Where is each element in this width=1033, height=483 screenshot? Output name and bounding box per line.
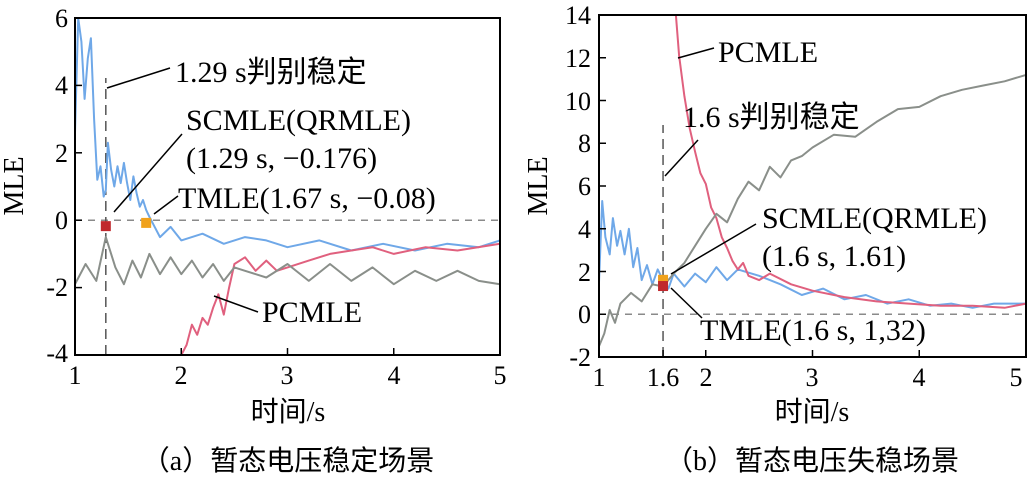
b-marker-scmle xyxy=(658,274,669,285)
a-tmle-line xyxy=(74,236,501,286)
b-xtick-label: 2 xyxy=(700,363,713,392)
a-caption: （a）暂态电压稳定场景 xyxy=(142,445,434,477)
b-caption: （b）暂态电压失稳场景 xyxy=(665,445,959,477)
a-annotation-leader xyxy=(153,195,179,215)
b-annotation-leader xyxy=(677,47,715,59)
panel-b-series xyxy=(598,14,1027,357)
b-ytick-label: 2 xyxy=(578,258,591,287)
b-ytick-label: 14 xyxy=(565,1,591,30)
a-ytick-label: 6 xyxy=(55,4,68,33)
b-annotation-leader xyxy=(670,223,757,275)
b-annotation-pcmle: PCMLE xyxy=(718,36,818,69)
a-annotation-leader xyxy=(113,133,183,213)
panel-b-ticks xyxy=(598,14,1027,358)
a-xtick-label: 4 xyxy=(388,361,401,390)
b-ytick-label: 10 xyxy=(565,87,591,116)
b-xtick-label: 1 xyxy=(593,363,606,392)
b-scmle-line xyxy=(598,200,1026,309)
a-annotation-pcmle: PCMLE xyxy=(262,296,362,329)
a-xtick-label: 1 xyxy=(69,361,82,390)
a-y-axis-label: MLE xyxy=(0,156,30,215)
a-annotation-leader xyxy=(106,67,171,89)
a-ytick-label: 0 xyxy=(55,206,68,235)
a-ytick-label: 4 xyxy=(55,71,68,100)
b-tmle-line xyxy=(598,73,1027,347)
a-scmle-line xyxy=(74,17,501,252)
a-annotation-tmle: TMLE(1.67 s, −0.08) xyxy=(178,182,436,215)
b-ytick-label: 12 xyxy=(565,44,591,73)
panel-b: 14 12 10 8 6 4 2 0 -2 1 1.6 2 3 4 5 时间/s… xyxy=(523,1,1027,477)
b-annotation-leader xyxy=(670,287,703,319)
b-ytick-label: 4 xyxy=(578,215,591,244)
b-ytick-label: 8 xyxy=(578,129,591,158)
b-marker-tmle xyxy=(658,281,669,292)
a-ytick-label: -2 xyxy=(46,273,68,302)
b-annotation-tmle: TMLE(1.6 s, 1,32) xyxy=(700,314,926,347)
panel-a: 6 4 2 0 -2 -4 1 2 3 4 5 时间/s MLE （a）暂态电压… xyxy=(0,4,507,477)
b-xtick-label: 4 xyxy=(913,363,926,392)
a-x-axis-label: 时间/s xyxy=(251,396,326,428)
b-xtick-label: 1.6 xyxy=(647,363,680,392)
b-ytick-label: 6 xyxy=(578,172,591,201)
a-ytick-label: 2 xyxy=(55,139,68,168)
b-ytick-label: 0 xyxy=(578,300,591,329)
b-x-axis-label: 时间/s xyxy=(775,396,850,428)
b-annotation-scmle-point: (1.6 s, 1.61) xyxy=(762,240,906,273)
a-annotation-scmle: SCMLE(QRMLE) xyxy=(186,104,411,137)
b-xtick-label: 3 xyxy=(806,363,819,392)
a-annotation-leader xyxy=(213,295,259,313)
a-annotation-detect: 1.29 s判别稳定 xyxy=(175,56,367,89)
a-xtick-label: 2 xyxy=(175,361,188,390)
a-marker-scmle xyxy=(100,221,111,232)
a-marker-tmle xyxy=(141,217,152,228)
b-ytick-label: -2 xyxy=(569,343,591,372)
b-pcmle-line xyxy=(674,14,1027,309)
panel-a-series xyxy=(74,17,501,356)
a-pcmle-line xyxy=(180,242,501,356)
b-annotation-detect: 1.6 s判别稳定 xyxy=(683,101,860,134)
b-xtick-label: 5 xyxy=(1010,363,1023,392)
panel-a-ticks xyxy=(74,17,501,356)
a-xtick-label: 3 xyxy=(281,361,294,390)
b-y-axis-label: MLE xyxy=(523,156,554,215)
b-annotation-scmle: SCMLE(QRMLE) xyxy=(762,202,987,235)
a-xtick-label: 5 xyxy=(494,361,507,390)
a-ytick-label: -4 xyxy=(46,339,68,368)
a-annotation-scmle-point: (1.29 s, −0.176) xyxy=(186,142,377,175)
b-annotation-leader xyxy=(664,139,699,177)
